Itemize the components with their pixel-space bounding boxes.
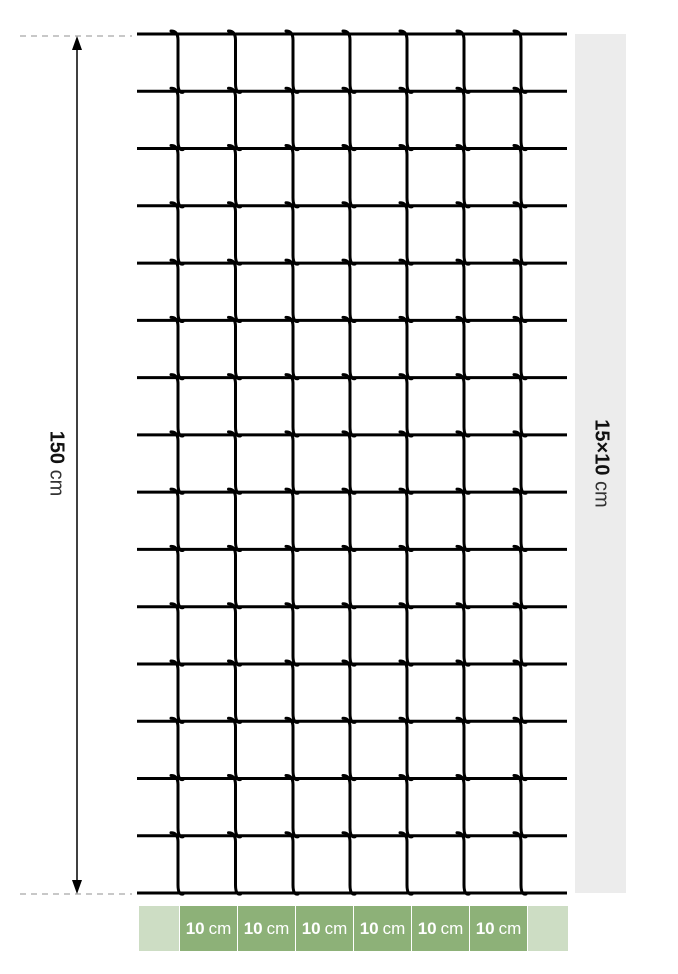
- spacing-edge-left: [139, 906, 179, 951]
- mesh-size-band: [575, 34, 626, 893]
- spacing-cell: 10 cm: [180, 906, 237, 951]
- spacing-strip: 10 cm 10 cm 10 cm 10 cm 10 cm 10 cm: [139, 906, 569, 951]
- spacing-cell: 10 cm: [296, 906, 353, 951]
- arrow-down-icon: [72, 880, 82, 894]
- arrow-up-icon: [72, 36, 82, 50]
- vertical-wire: [341, 29, 357, 896]
- spacing-cell: 10 cm: [470, 906, 527, 951]
- spacing-cell: 10 cm: [412, 906, 469, 951]
- height-value: 150: [45, 430, 68, 465]
- mesh-size-unit: cm: [590, 481, 613, 508]
- spacing-cell: 10 cm: [238, 906, 295, 951]
- vertical-wire: [284, 29, 300, 896]
- height-label: 150 cm: [45, 416, 68, 512]
- height-unit: cm: [45, 469, 68, 497]
- spacing-cell: 10 cm: [354, 906, 411, 951]
- vertical-wire: [227, 29, 242, 896]
- mesh-size-label: 15×10 cm: [590, 404, 613, 524]
- vertical-wire: [169, 29, 185, 896]
- vertical-wire: [398, 29, 414, 896]
- spacing-edge-right: [528, 906, 568, 951]
- vertical-wire: [455, 29, 471, 896]
- mesh-size-value: 15×10: [590, 419, 613, 476]
- vertical-wire: [512, 29, 528, 896]
